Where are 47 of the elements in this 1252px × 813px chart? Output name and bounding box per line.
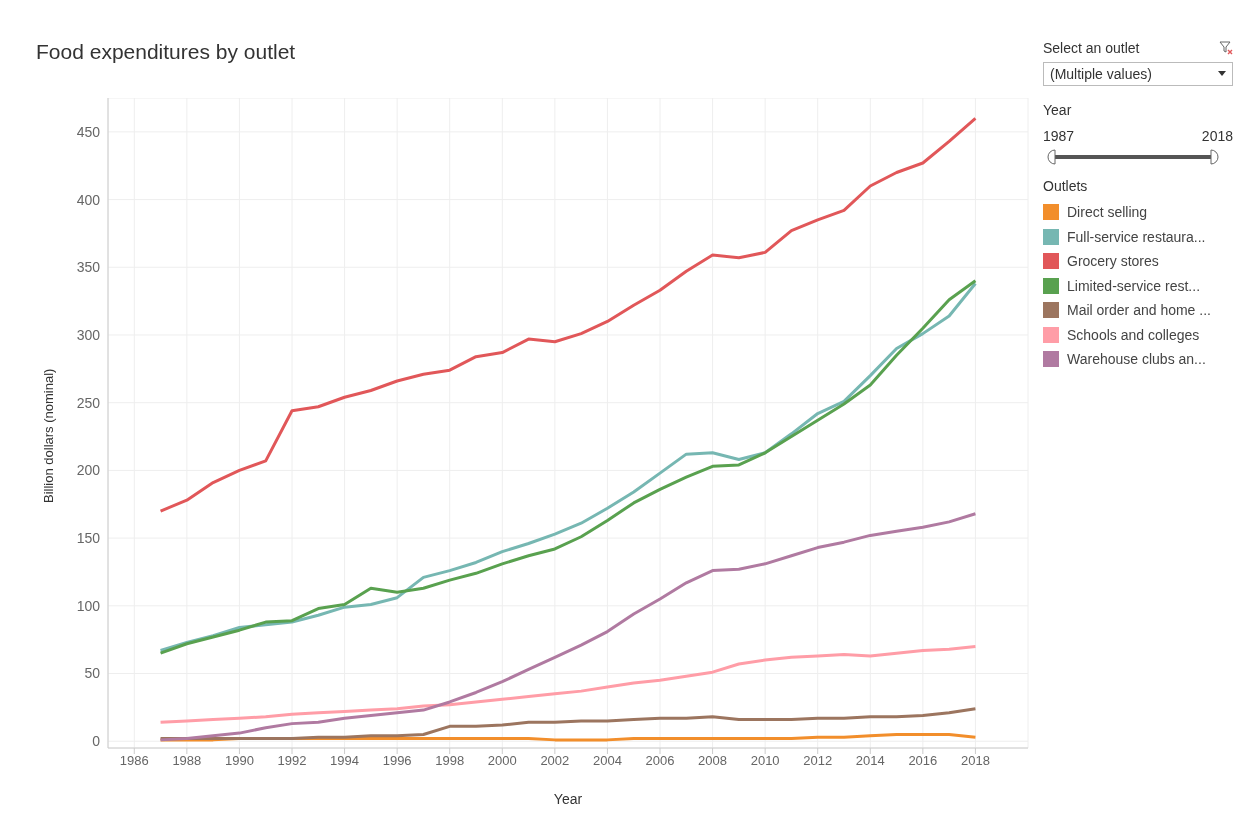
legend-title: Outlets: [1043, 178, 1089, 194]
line-series: [159, 644, 977, 724]
x-tick-label: 1986: [119, 753, 149, 769]
x-tick-label: 2014: [855, 753, 885, 769]
legend-label: Mail order and home ...: [1067, 302, 1211, 319]
x-axis-title: Year: [553, 791, 583, 807]
x-tick-label: 2002: [540, 753, 570, 769]
line-series: [159, 512, 977, 742]
x-tick-label: 2010: [750, 753, 780, 769]
x-tick-label: 1994: [330, 753, 360, 769]
y-tick-label: 350: [76, 259, 101, 276]
x-tick-label: 2018: [960, 753, 990, 769]
text: Year: [1043, 102, 1073, 118]
legend-label: Grocery stores: [1067, 253, 1159, 270]
legend-label: Limited-service rest...: [1067, 277, 1201, 294]
y-tick-label: 450: [76, 123, 101, 140]
x-tick-label: 1992: [277, 753, 307, 769]
y-tick-label: 0: [92, 733, 101, 750]
x-tick-label: 2006: [645, 753, 675, 769]
y-tick-label: 300: [76, 326, 101, 343]
x-tick-label: 1998: [435, 753, 465, 769]
x-tick-label: 2016: [908, 753, 938, 769]
line-series: [159, 707, 977, 741]
legend-label: Warehouse clubs an...: [1067, 351, 1206, 368]
x-tick-label: 2008: [698, 753, 728, 769]
text: (Multiple values): [1050, 66, 1152, 82]
legend-label: Full-service restaura...: [1067, 228, 1206, 245]
x-tick-label: 2000: [487, 753, 517, 769]
x-tick-label: 1988: [172, 753, 202, 769]
y-axis-title: Billion dollars (nominal): [40, 368, 56, 503]
chart-title: Food expenditures by outlet: [36, 40, 296, 64]
x-tick-label: 2004: [592, 753, 622, 769]
y-tick-label: 400: [76, 191, 101, 208]
text: 1987: [1043, 128, 1075, 144]
text: 2018: [1201, 128, 1233, 144]
y-tick-label: 50: [84, 665, 101, 682]
y-tick-label: 100: [76, 597, 101, 614]
y-tick-label: 250: [76, 394, 101, 411]
legend-label: Schools and colleges: [1067, 326, 1200, 343]
y-tick-label: 150: [76, 530, 101, 547]
legend-label: Direct selling: [1067, 204, 1148, 221]
y-tick-label: 200: [76, 462, 101, 479]
x-tick-label: 1996: [382, 753, 412, 769]
x-tick-label: 2012: [803, 753, 833, 769]
line-series: [159, 116, 977, 513]
x-tick-label: 1990: [224, 753, 254, 769]
text: Select an outlet: [1043, 40, 1140, 56]
